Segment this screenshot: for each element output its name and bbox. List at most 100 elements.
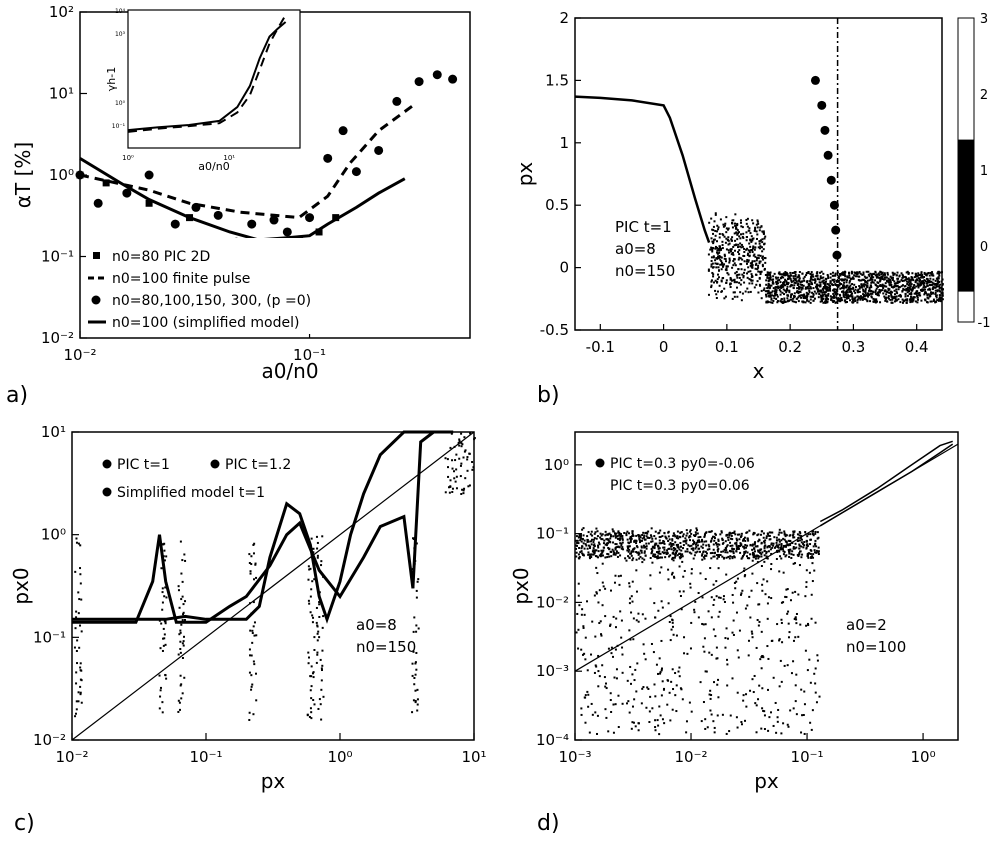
cloud-point-b-1315	[896, 280, 899, 283]
pic-point-d-557	[662, 540, 665, 543]
pic-point-d-1393	[675, 550, 678, 553]
cloud-point-b-1365	[733, 279, 736, 282]
pic-point-d-968	[684, 550, 687, 553]
cloud-point-b-203	[759, 226, 762, 229]
cloud-point-b-183	[731, 251, 734, 254]
pic-point-d-1496	[625, 702, 628, 705]
pic-point-c-105	[182, 603, 185, 606]
pic-point-d-1094	[768, 716, 771, 719]
pic-point-d-549	[681, 555, 684, 558]
point-a2-6	[213, 210, 223, 220]
pic-point-d-198	[743, 567, 746, 570]
series-line-d2	[819, 443, 954, 527]
cloud-point-b-176	[880, 271, 883, 274]
cloud-point-b-447	[854, 275, 857, 278]
pic-point-d-256	[680, 556, 683, 559]
pic-point-d-793	[736, 691, 739, 694]
cloud-point-b-500	[802, 277, 805, 280]
cloud-point-b-25	[708, 221, 711, 224]
pic-point-d-419	[681, 553, 684, 556]
pic-point-d-1021	[610, 710, 613, 713]
pic-point-d-481	[736, 539, 739, 542]
pic-point-d-1067	[692, 557, 695, 560]
pic-point-d-1480	[599, 620, 602, 623]
pic-point-d-1449	[642, 531, 645, 534]
cloud-point-b-426	[743, 281, 746, 284]
pic-point-d-331	[654, 695, 657, 698]
pic-point-d-657	[753, 550, 756, 553]
pic-point-d-150	[707, 543, 710, 546]
cloud-point-b-533	[825, 289, 828, 292]
pic-point-d-674	[665, 537, 668, 540]
cloud-point-b-474	[791, 300, 794, 303]
cloud-point-b-1094	[727, 273, 730, 276]
cloud-point-b-1452	[882, 292, 885, 295]
pic-point-c-188	[307, 662, 310, 665]
cloud-point-b-666	[918, 277, 921, 280]
cloud-point-b-1731	[841, 272, 844, 275]
pic-point-d-416	[620, 619, 623, 622]
cloud-point-b-1495	[892, 286, 895, 289]
cloud-point-b-62	[815, 292, 818, 295]
series-line-c1	[72, 430, 454, 624]
cloud-point-b-298	[738, 276, 741, 279]
cloud-point-b-357	[882, 287, 885, 290]
pic-point-c-245	[414, 673, 417, 676]
cloud-point-b-418	[761, 256, 764, 259]
pic-point-d-742	[782, 601, 785, 604]
cloud-point-b-609	[876, 281, 879, 284]
cloud-point-b-1535	[832, 289, 835, 292]
cloud-point-b-1552	[757, 222, 760, 225]
pic-point-c-187	[310, 697, 313, 700]
pic-point-d-442	[706, 726, 709, 729]
pic-point-d-138	[622, 548, 625, 551]
pic-point-d-834	[717, 678, 720, 681]
pic-point-d-929	[685, 539, 688, 542]
pic-point-c-171	[310, 685, 313, 688]
pic-point-d-602	[781, 641, 784, 644]
pic-point-d-969	[685, 731, 688, 734]
cloud-point-b-1620	[710, 265, 713, 268]
cloud-point-b-807	[830, 297, 833, 300]
pic-point-d-470	[689, 586, 692, 589]
cloud-point-b-960	[754, 242, 757, 245]
cloud-point-b-466	[808, 289, 811, 292]
pic-point-d-328	[700, 545, 703, 548]
pic-point-d-982	[715, 580, 718, 583]
pic-point-d-702	[749, 616, 752, 619]
pic-point-c-322	[447, 466, 450, 469]
cloud-point-b-496	[746, 254, 749, 257]
cloud-point-b-340	[907, 277, 910, 280]
cloud-point-b-1602	[883, 272, 886, 275]
cloud-point-b-627	[907, 284, 910, 287]
pic-point-d-279	[616, 555, 619, 558]
pic-point-d-1444	[657, 672, 660, 675]
cloud-point-b-1619	[834, 274, 837, 277]
pic-point-d-615	[688, 530, 691, 533]
cloud-point-b-306	[874, 289, 877, 292]
cloud-point-b-1025	[909, 285, 912, 288]
pic-point-d-1244	[685, 542, 688, 545]
pic-point-c-98	[183, 553, 186, 556]
pic-point-d-505	[770, 543, 773, 546]
cloud-point-b-1524	[834, 283, 837, 286]
cloud-point-b-1328	[881, 289, 884, 292]
pic-point-d-1045	[577, 536, 580, 539]
pic-point-d-1252	[812, 556, 815, 559]
legend-marker-a-2	[91, 295, 101, 305]
cloud-point-b-746	[807, 287, 810, 290]
pic-point-d-106	[628, 545, 631, 548]
cloud-point-b-970	[748, 282, 751, 285]
pic-point-d-636	[800, 541, 803, 544]
cloud-point-b-369	[928, 281, 931, 284]
pic-point-d-18	[776, 550, 779, 553]
pic-point-d-1483	[618, 539, 621, 542]
pic-point-d-840	[740, 534, 743, 537]
cloud-point-b-1569	[769, 276, 772, 279]
cloud-point-b-1518	[736, 229, 739, 232]
cloud-point-b-202	[726, 228, 729, 231]
pic-point-c-227	[316, 624, 319, 627]
pic-point-d-1183	[671, 618, 674, 621]
pic-point-d-227	[717, 696, 720, 699]
cloud-point-b-1391	[767, 284, 770, 287]
